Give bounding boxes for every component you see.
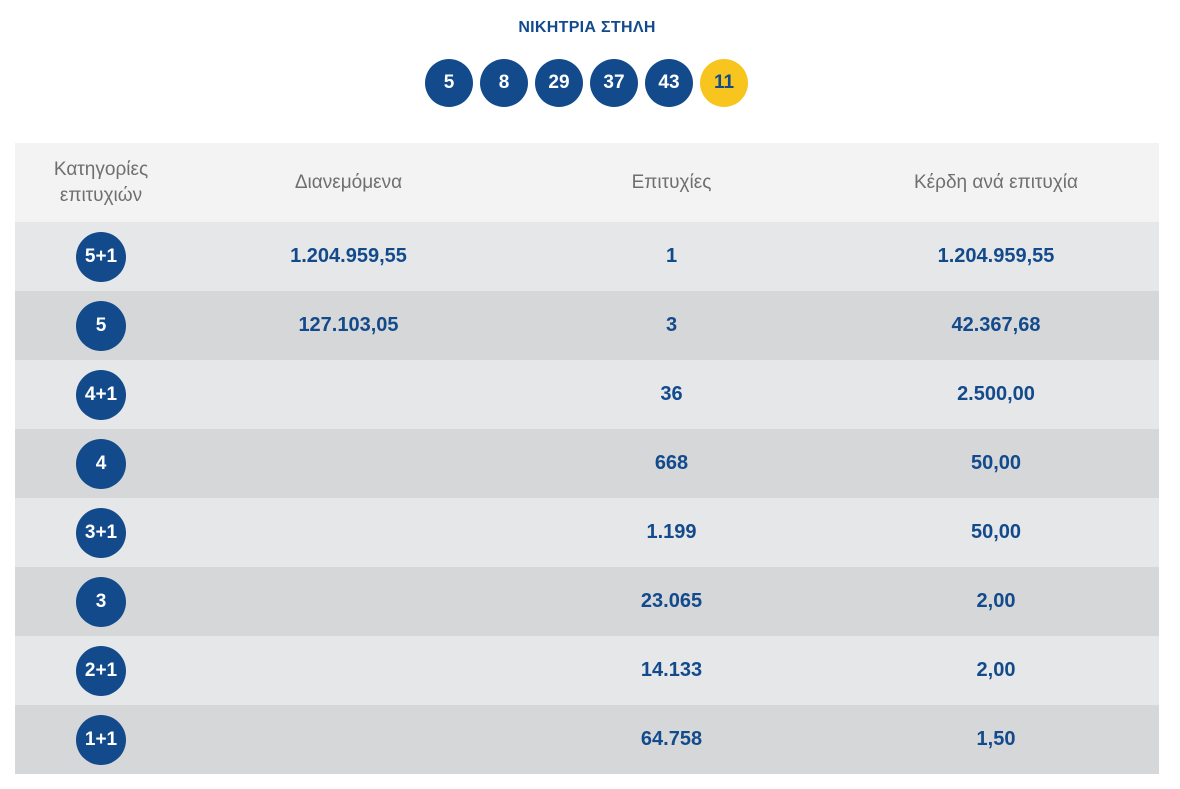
table-header: Κατηγορίες επιτυχιών Διανεμόμενα Επιτυχί…: [15, 143, 1159, 222]
winners-cell: 23.065: [640, 590, 703, 612]
category-badge: 5: [76, 300, 126, 351]
number-ball: 43: [645, 59, 693, 107]
winners-cell: 1: [665, 245, 678, 267]
header-distributed: Διανεμόμενα: [294, 171, 403, 193]
prize-cell: 50,00: [970, 521, 1022, 543]
winning-column-title: ΝΙΚΗΤΡΙΑ ΣΤΗΛΗ: [518, 19, 656, 36]
header-category: Κατηγορίες επιτυχιών: [53, 158, 149, 206]
winners-cell: 64.758: [640, 728, 703, 750]
table-row: 1+1 64.758 1,50: [15, 705, 1159, 774]
winners-cell: 1.199: [646, 521, 697, 543]
winners-cell: 668: [654, 452, 689, 474]
prize-table: Κατηγορίες επιτυχιών Διανεμόμενα Επιτυχί…: [15, 143, 1159, 774]
distributed-cell: 127.103,05: [298, 314, 399, 336]
bonus-ball: 11: [700, 59, 748, 107]
category-badge: 2+1: [76, 645, 126, 696]
prize-cell: 1,50: [976, 728, 1016, 750]
number-ball: 5: [425, 59, 473, 107]
winners-cell: 3: [665, 314, 678, 336]
winners-cell: 14.133: [640, 659, 703, 681]
category-badge: 3: [76, 576, 126, 627]
prize-cell: 2,00: [976, 659, 1016, 681]
winning-numbers: 5 8 29 37 43 11: [425, 59, 748, 107]
number-ball: 29: [535, 59, 583, 107]
table-row: 3+1 1.199 50,00: [15, 498, 1159, 567]
number-ball: 37: [590, 59, 638, 107]
prize-cell: 2,00: [976, 590, 1016, 612]
table-row: 4 668 50,00: [15, 429, 1159, 498]
category-badge: 4: [76, 438, 126, 489]
winners-cell: 36: [660, 383, 683, 405]
category-badge: 1+1: [76, 714, 126, 765]
category-badge: 4+1: [76, 369, 126, 420]
category-badge: 3+1: [76, 507, 126, 558]
table-row: 4+1 36 2.500,00: [15, 360, 1159, 429]
table-row: 5 127.103,05 3 42.367,68: [15, 291, 1159, 360]
prize-cell: 42.367,68: [951, 314, 1041, 336]
header-prize-per-winner: Κέρδη ανά επιτυχία: [914, 171, 1078, 193]
header-winners: Επιτυχίες: [631, 171, 712, 193]
category-badge: 5+1: [76, 231, 126, 282]
prize-cell: 2.500,00: [957, 383, 1035, 405]
prize-cell: 1.204.959,55: [937, 245, 1055, 267]
distributed-cell: 1.204.959,55: [290, 245, 407, 267]
table-row: 2+1 14.133 2,00: [15, 636, 1159, 705]
number-ball: 8: [480, 59, 528, 107]
table-row: 3 23.065 2,00: [15, 567, 1159, 636]
table-row: 5+1 1.204.959,55 1 1.204.959,55: [15, 222, 1159, 291]
prize-cell: 50,00: [970, 452, 1022, 474]
